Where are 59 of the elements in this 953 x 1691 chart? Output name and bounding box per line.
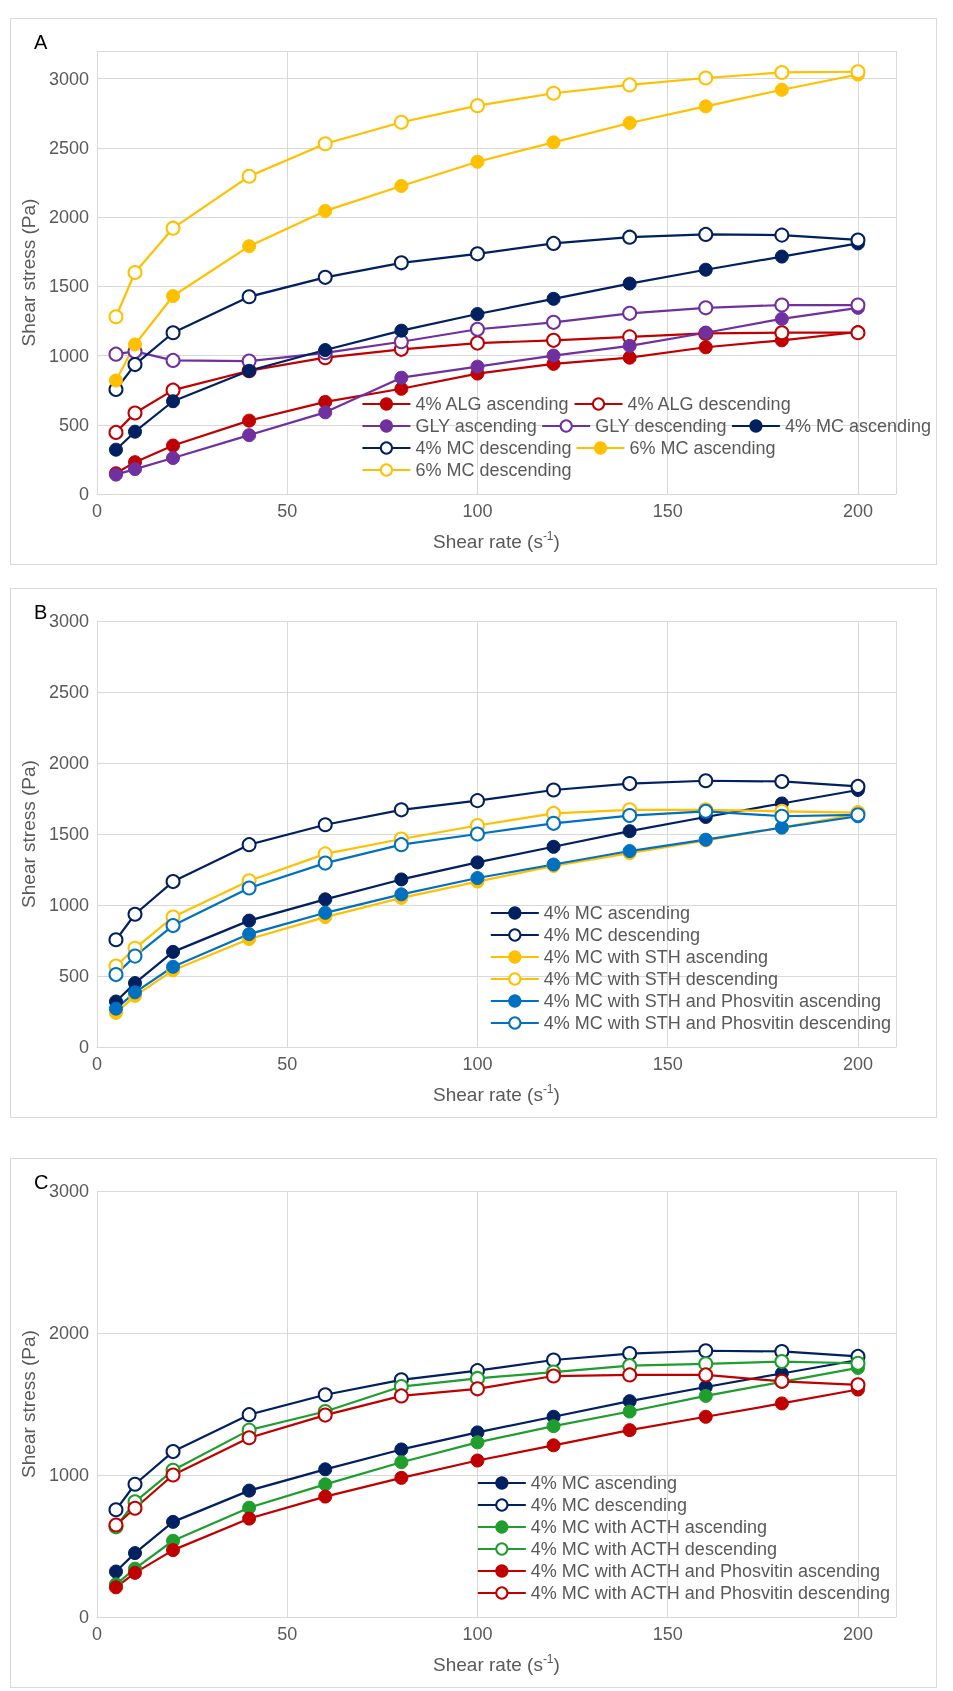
legend-label: 4% ALG descending: [627, 394, 791, 414]
x-tick-label: 50: [277, 1624, 298, 1644]
y-tick-label: 1500: [48, 824, 89, 844]
y-tick-label: 2500: [48, 682, 89, 702]
x-tick-label: 0: [91, 1054, 102, 1074]
y-tick-label: 500: [58, 966, 89, 986]
legend-label: 4% MC descending: [415, 438, 572, 458]
x-tick-label: 100: [462, 1054, 493, 1074]
y-tick-label: 2500: [48, 137, 89, 158]
y-tick-label: 3000: [48, 68, 89, 89]
legend-label: 4% MC with STH descending: [543, 969, 778, 989]
legend-label: 4% MC with STH and Phosvitin ascending: [543, 991, 881, 1011]
x-tick-label: 50: [277, 501, 298, 521]
x-tick-label: 100: [462, 1624, 493, 1644]
legend-label: 4% MC ascending: [543, 903, 690, 923]
y-tick-label: 2000: [48, 753, 89, 773]
legend-label: 4% MC with ACTH descending: [530, 1539, 777, 1559]
x-tick-label: 100: [462, 501, 493, 521]
y-tick-label: 1500: [48, 276, 89, 297]
legend-label: 4% MC with ACTH and Phosvitin descending: [530, 1583, 891, 1603]
y-tick-label: 500: [58, 414, 89, 435]
legend-label: 4% MC descending: [543, 925, 700, 945]
y-axis-title: Shear stress (Pa): [18, 760, 39, 908]
x-tick-label: 50: [277, 1054, 298, 1074]
legend-label: 6% MC ascending: [629, 438, 776, 458]
y-tick-label: 1000: [48, 345, 89, 366]
y-axis-title: Shear stress (Pa): [18, 198, 39, 347]
legend-label: 4% MC with ACTH and Phosvitin ascending: [530, 1561, 880, 1581]
x-tick-label: 0: [91, 501, 102, 521]
y-tick-label: 0: [78, 484, 89, 504]
x-tick-label: 150: [652, 1624, 683, 1644]
y-tick-label: 0: [78, 1037, 89, 1057]
x-tick-label: 200: [842, 1624, 873, 1644]
legend-label: 6% MC descending: [415, 460, 572, 480]
x-tick-label: 150: [652, 1054, 683, 1074]
legend-label: GLY descending: [595, 416, 727, 436]
y-tick-label: 3000: [48, 1181, 89, 1201]
x-tick-label: 150: [652, 501, 683, 521]
y-tick-label: 2000: [48, 1323, 89, 1343]
chart-title: B: [34, 601, 48, 623]
y-tick-label: 1000: [48, 895, 89, 915]
x-tick-label: 200: [842, 1054, 873, 1074]
x-tick-label: 200: [842, 501, 873, 521]
y-axis-title: Shear stress (Pa): [18, 1330, 39, 1478]
y-tick-label: 0: [78, 1607, 89, 1627]
legend-label: 4% MC with STH and Phosvitin descending: [543, 1013, 891, 1033]
y-tick-label: 1000: [48, 1465, 89, 1485]
y-tick-label: 2000: [48, 207, 89, 228]
legend-label: 4% MC with ACTH ascending: [530, 1517, 767, 1537]
legend-label: 4% MC ascending: [784, 416, 931, 436]
legend-label: GLY ascending: [415, 416, 537, 436]
x-tick-label: 0: [91, 1624, 102, 1644]
chart-title: C: [34, 1171, 49, 1193]
y-tick-label: 3000: [48, 611, 89, 631]
legend-label: 4% MC with STH ascending: [543, 947, 768, 967]
legend-label: 4% MC ascending: [530, 1473, 677, 1493]
legend-label: 4% MC descending: [530, 1495, 687, 1515]
legend-label: 4% ALG ascending: [415, 394, 569, 414]
chart-title: A: [34, 31, 48, 53]
